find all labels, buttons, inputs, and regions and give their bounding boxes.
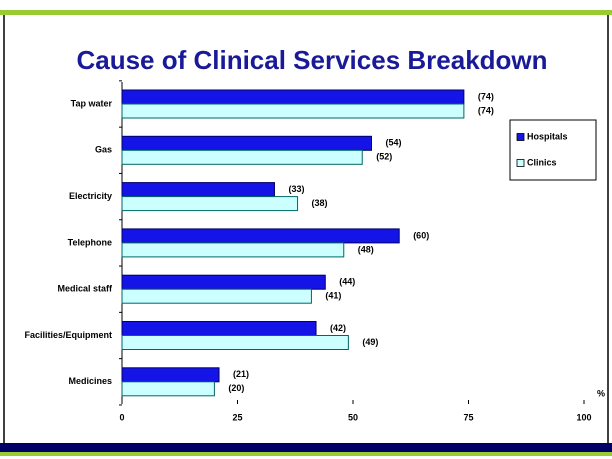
value-label: (33) xyxy=(288,184,304,194)
bar xyxy=(121,274,326,290)
y-tick-label: Medicines xyxy=(68,376,112,386)
value-label: (74) xyxy=(478,91,494,101)
x-tick-label: 75 xyxy=(463,412,473,422)
value-label: (44) xyxy=(339,277,355,287)
value-label: (42) xyxy=(330,323,346,333)
value-label: (41) xyxy=(325,291,341,301)
legend-swatch xyxy=(516,159,525,167)
x-tick-label: 0 xyxy=(119,412,124,422)
x-tick-label: 100 xyxy=(576,412,591,422)
legend-swatch xyxy=(516,133,525,141)
bar xyxy=(121,196,299,212)
value-label: (48) xyxy=(358,244,374,254)
value-label: (52) xyxy=(376,152,392,162)
y-tick-label: Gas xyxy=(95,145,112,155)
top-stripe xyxy=(0,10,612,15)
bar xyxy=(121,367,220,383)
y-tick-label: Medical staff xyxy=(57,284,113,294)
value-label: (21) xyxy=(233,369,249,379)
bar xyxy=(121,381,215,397)
value-label: (74) xyxy=(478,105,494,115)
value-label: (20) xyxy=(228,383,244,393)
legend-box xyxy=(509,119,597,181)
bar xyxy=(121,228,400,244)
bar xyxy=(121,321,317,336)
bar xyxy=(121,89,465,105)
bottom-stripe xyxy=(0,452,612,456)
bottom-bar xyxy=(0,443,612,452)
legend-label: Clinics xyxy=(527,157,557,167)
value-label: (49) xyxy=(362,337,378,347)
chart-title: Cause of Clinical Services Breakdown xyxy=(76,45,547,75)
y-tick-label: Facilities/Equipment xyxy=(24,330,112,340)
value-label: (38) xyxy=(312,198,328,208)
x-tick-label: 50 xyxy=(348,412,358,422)
value-label: (54) xyxy=(385,138,401,148)
legend-label: Hospitals xyxy=(527,131,568,141)
y-tick-label: Telephone xyxy=(68,237,112,247)
bar xyxy=(121,242,345,258)
x-axis-label: % xyxy=(597,388,605,398)
bar xyxy=(121,103,465,119)
bar xyxy=(121,182,275,198)
bar xyxy=(121,135,372,151)
y-tick-label: Tap water xyxy=(71,98,113,108)
x-tick-label: 25 xyxy=(232,412,242,422)
y-tick-label: Electricity xyxy=(69,191,112,201)
value-label: (60) xyxy=(413,230,429,240)
bar xyxy=(121,149,363,165)
bar xyxy=(121,335,349,350)
bar xyxy=(121,288,312,304)
